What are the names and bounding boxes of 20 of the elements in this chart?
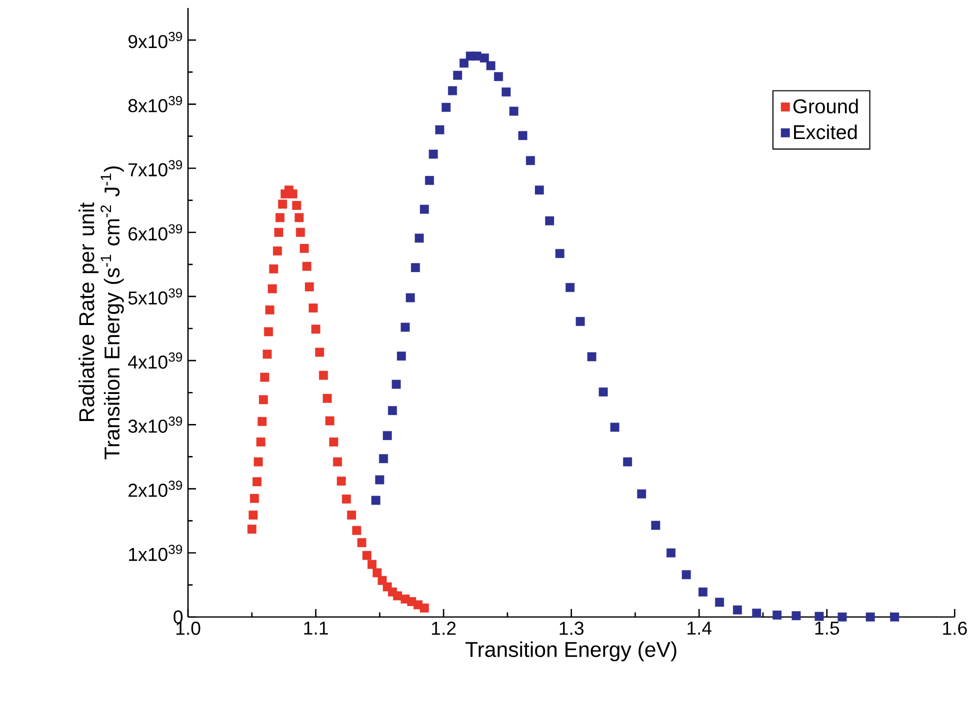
x-tick-label: 1.5 [815,622,840,635]
x-tick-label: 1.1 [304,622,328,635]
legend-label: Ground [793,98,858,114]
y-tick-label: 8x10$^{39}$ [128,96,182,112]
x-tick-label: 1.6 [943,622,967,635]
y-tick-label: 0 [174,610,183,624]
x-tick-label: 1.3 [560,622,584,635]
y-tick-label: 6x10$^{39}$ [128,224,182,240]
y-tick-label: 1x10$^{39}$ [129,544,182,562]
y-tick-label: 4x10$^{39}$ [128,352,182,369]
y-tick-label: 5x10$^{39}$ [128,288,182,305]
x-tick-label: 1.0 [176,622,200,635]
y-tick-label: 2x10$^{39}$ [128,480,182,497]
legend-label: Excited [794,124,857,140]
x-axis-title: Transition Energy (eV) [466,641,676,662]
y-tick-label: 7x10$^{39}$ [128,160,182,176]
x-tick-label: 1.4 [688,622,712,635]
y-tick-label: 3x10$^{39}$ [128,416,182,433]
y-tick-label: 9x10$^{39}$ [128,32,182,48]
x-tick-label: 1.2 [432,622,456,635]
